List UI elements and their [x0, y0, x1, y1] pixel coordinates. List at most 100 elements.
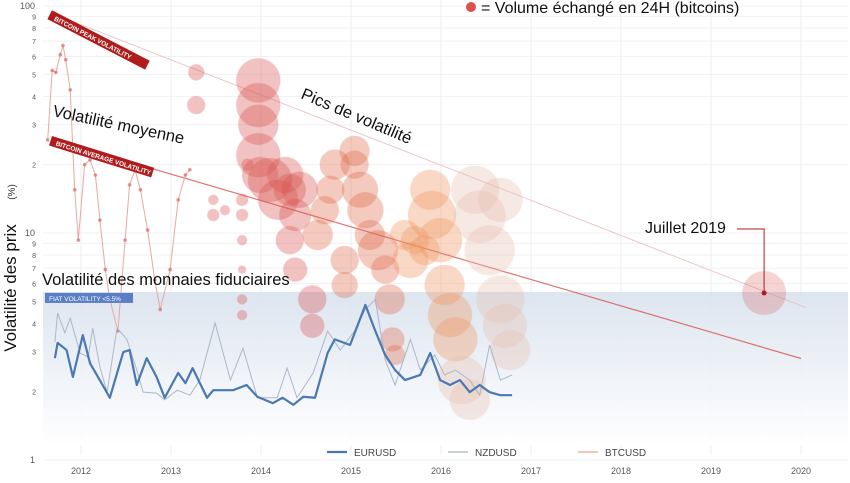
- btc-volume-bubble: [450, 165, 500, 215]
- y-tick-label: 2: [32, 163, 36, 170]
- y-tick-label: 5: [32, 299, 36, 306]
- btc-trace-point: [145, 228, 150, 232]
- trend-line-average: [53, 139, 802, 360]
- btc-volume-bubble: [354, 219, 386, 251]
- btc-volume-bubble: [282, 257, 308, 283]
- y-tick-label: 6: [32, 54, 36, 61]
- fiat-volatility-annotation: Volatilité des monnaies fiduciaires: [42, 271, 290, 289]
- btc-volume-bubble: [187, 63, 205, 81]
- btc-trace-point: [61, 43, 65, 48]
- x-tick-label: 2015: [341, 466, 361, 476]
- x-tick-label: 2014: [251, 466, 271, 476]
- legend-label-eurusd: EURUSD: [354, 448, 396, 459]
- y-tick-label: 3: [32, 123, 36, 130]
- btc-volume-bubble: [235, 132, 281, 178]
- btc-volume-bubble: [297, 284, 327, 314]
- trend-tag-bg: [47, 10, 150, 70]
- btc-trace-point: [158, 307, 162, 312]
- btc-volume-bubble: [235, 208, 249, 222]
- y-tick-label: 8: [32, 253, 36, 260]
- btc-volume-bubble: [482, 303, 528, 349]
- btc-volume-bubble: [237, 265, 247, 275]
- btc-trace-point: [54, 70, 58, 75]
- btc-volume-bubble: [341, 171, 379, 209]
- btc-volume-bubble: [424, 264, 466, 306]
- bubble-legend-text: = Volume échangé en 24H (bitcoins): [481, 0, 739, 17]
- btc-volume-bubble: [449, 379, 491, 421]
- btc-volume-bubble: [278, 198, 312, 232]
- y-tick-label: 2: [32, 390, 36, 397]
- btc-trace-point: [82, 162, 87, 167]
- trend-tag-peak: BITCOIN PEAK VOLATILITY: [47, 10, 150, 70]
- btc-trace-point: [63, 57, 68, 62]
- btc-trace-point: [153, 278, 157, 282]
- btc-trace-point: [45, 138, 50, 142]
- btc-volume-bubble: [407, 190, 457, 240]
- btc-volume-bubble: [247, 157, 293, 203]
- btc-trace-point: [188, 167, 192, 172]
- btc-volume-bubble: [417, 217, 463, 263]
- y-axis-title: Volatilité des prix: [1, 224, 20, 352]
- btc-trace-point: [138, 187, 143, 192]
- y-tick-label: 9: [32, 241, 36, 248]
- btc-volume-bubble: [236, 293, 248, 305]
- trend-tag-average: BITCOIN AVERAGE VOLATILITY: [49, 135, 155, 178]
- eurusd-line: [53, 303, 513, 406]
- btc-volume-bubble: [235, 193, 249, 207]
- y-tick-label: 4: [32, 321, 36, 328]
- btc-volume-bubble: [432, 316, 478, 362]
- x-tick-label: 2019: [701, 466, 721, 476]
- x-tick-label: 2012: [71, 466, 91, 476]
- btc-volume-bubble: [489, 329, 531, 371]
- x-tick-label: 2013: [161, 466, 181, 476]
- trend-lines: [53, 13, 806, 360]
- btc-volume-bubble: [453, 190, 507, 244]
- btc-volume-bubble: [207, 194, 219, 206]
- y-tick-label: 1: [30, 455, 35, 465]
- bubble-legend-dot-icon: [466, 2, 476, 12]
- btc-trace-point: [76, 238, 81, 242]
- btc-volume-bubble: [235, 82, 281, 128]
- btc-volume-bubble: [330, 245, 360, 275]
- btc-volume-bubble: [206, 208, 220, 222]
- x-tick-label: 2017: [521, 466, 541, 476]
- btc-volume-bubble: [236, 234, 248, 246]
- btcusd-series: [45, 43, 787, 421]
- btc-volume-bubble: [427, 292, 473, 338]
- y-tick-label: 7: [32, 266, 36, 273]
- fiat-volatility-tag-text: FIAT VOLATILITY <5.5%: [49, 296, 121, 303]
- btc-volume-bubble: [391, 241, 429, 279]
- x-tick-label: 2020: [791, 466, 811, 476]
- btc-volume-bubble: [236, 309, 248, 321]
- x-tick-label: 2016: [431, 466, 451, 476]
- y-tick-label: 9: [32, 14, 36, 21]
- btc-volume-bubble: [437, 355, 487, 405]
- btc-volume-bubble: [241, 156, 279, 194]
- btc-volume-bubble: [340, 150, 370, 180]
- btc-trace-point: [72, 187, 77, 192]
- btc-volume-bubble: [235, 57, 281, 103]
- y-axis-unit: (%): [7, 184, 18, 200]
- y-tick-label: 3: [32, 350, 36, 357]
- btc-volume-bubble: [186, 95, 206, 115]
- btc-volume-bubble: [319, 149, 351, 181]
- btc-volume-bubble: [357, 229, 399, 271]
- btc-volume-bubble: [315, 175, 345, 205]
- btc-trace-point: [123, 238, 127, 242]
- btc-volume-bubble: [310, 195, 340, 225]
- btc-volume-bubble: [477, 177, 523, 223]
- btc-trace-point: [50, 68, 54, 73]
- btc-volume-bubble: [275, 225, 305, 255]
- btc-volume-bubble: [400, 225, 430, 255]
- fiat-volatility-band: [43, 291, 848, 445]
- btc-volume-bubble: [370, 255, 400, 285]
- btc-volume-bubble: [241, 158, 254, 172]
- btc-volume-bubble: [257, 179, 299, 221]
- btc-trace-point: [93, 173, 98, 177]
- btc-trace-point: [58, 52, 63, 57]
- y-tick-label: 7: [32, 39, 36, 46]
- btc-volume-bubble: [273, 173, 307, 207]
- y-tick-label: 6: [32, 281, 36, 288]
- btc-volume-bubble: [299, 313, 325, 339]
- y-tick-label: 4: [32, 94, 36, 101]
